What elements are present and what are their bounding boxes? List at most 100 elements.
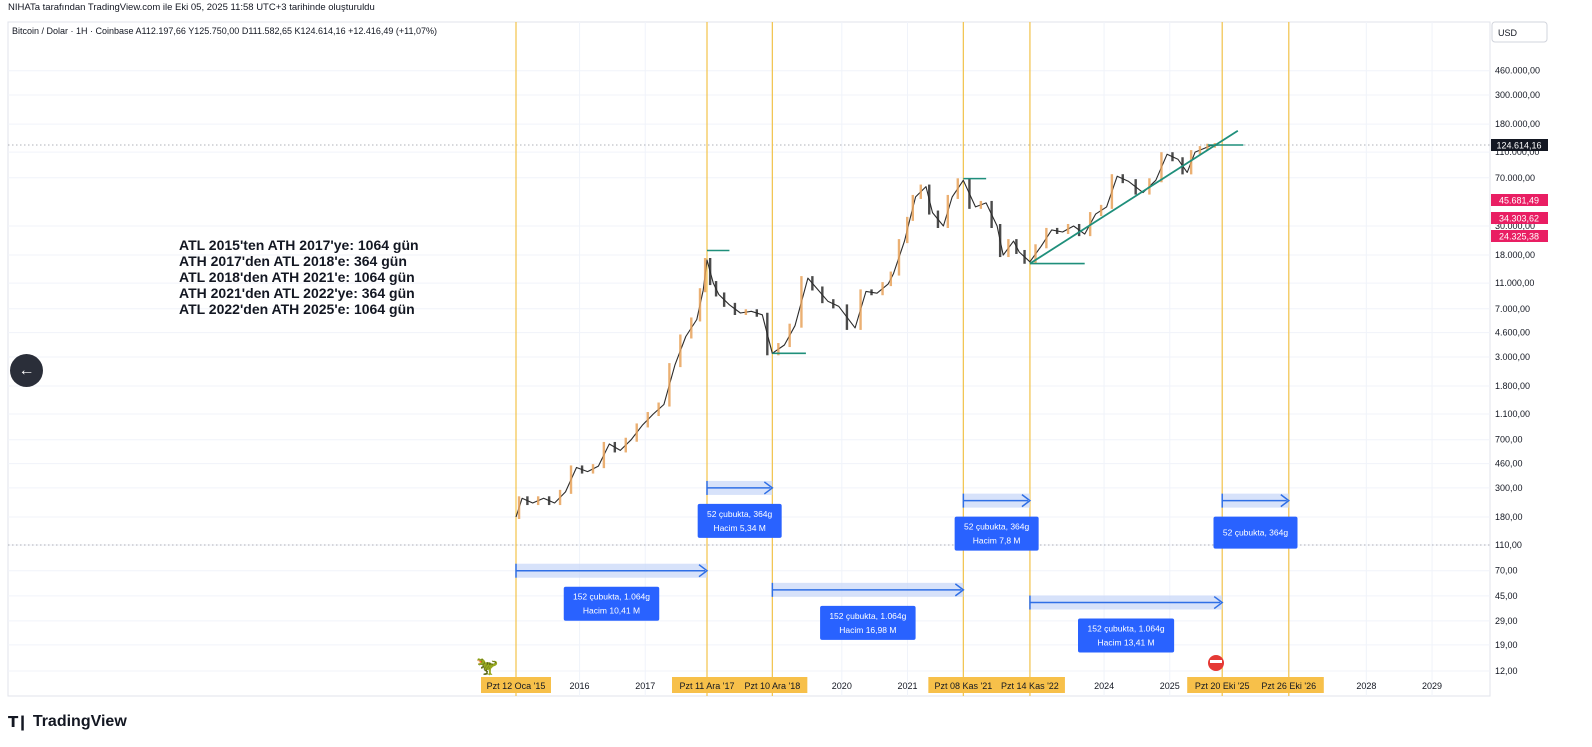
x-tick-label-12: Pzt 26 Eki '26 [1261, 681, 1316, 691]
measure-box-2 [820, 605, 916, 640]
y-tick-label: 180,00 [1495, 512, 1523, 522]
candle [1015, 239, 1018, 254]
y-tick-label: 11.000,00 [1495, 278, 1534, 288]
x-label-bg-12 [1253, 677, 1324, 693]
level-label-1: 34.303,62 [1499, 214, 1539, 224]
annotation-line-4: ATL 2022'den ATH 2025'e: 1064 gün [179, 301, 415, 317]
candle [788, 323, 791, 348]
measure-label-1: 52 çubukta, 364g [707, 509, 772, 519]
back-arrow-button[interactable]: ← [10, 354, 43, 387]
candle [536, 496, 540, 506]
x-tick-label-1: 2016 [570, 681, 590, 691]
caption: NIHATa tarafından TradingView.com ile Ek… [8, 2, 375, 13]
y-tick-label: 29,00 [1495, 616, 1518, 626]
candle [657, 402, 660, 417]
currency-label: USD [1498, 28, 1518, 38]
annotation-line-2: ATL 2018'den ATH 2021'e: 1064 gün [179, 269, 415, 285]
measure-volume-1: Hacim 5,34 M [713, 523, 765, 533]
candle [646, 412, 649, 428]
candle [722, 292, 726, 307]
candle [936, 210, 940, 228]
candle [1077, 223, 1081, 237]
candle [1110, 174, 1114, 209]
arrow-left-icon: ← [18, 361, 35, 379]
currency-selector[interactable] [1491, 21, 1548, 43]
measure-arrowhead-4 [1213, 595, 1224, 610]
x-tick-label-10: 2025 [1160, 681, 1180, 691]
y-tick-label: 4.600,00 [1495, 328, 1530, 338]
candle [624, 437, 627, 453]
candle [1099, 204, 1103, 217]
candle [613, 441, 617, 453]
dino-icon: 🦖 [476, 656, 498, 676]
x-label-bg-8 [994, 677, 1065, 693]
candle [998, 223, 1002, 258]
measure-volume-2: Hacim 16,98 M [839, 625, 896, 635]
candle [906, 216, 909, 244]
level-label-0: 45.681,49 [1499, 196, 1539, 206]
candle [591, 464, 595, 474]
y-tick-label: 300.000,00 [1495, 90, 1540, 100]
candle [1007, 239, 1010, 258]
measure-arrowhead-5 [1280, 494, 1291, 508]
last-price-label: 124.614,16 [1496, 141, 1541, 151]
x-label-bg-11 [1187, 677, 1258, 693]
candle [897, 239, 901, 276]
candle [979, 200, 983, 209]
candle [569, 465, 573, 494]
candle [1121, 174, 1124, 184]
candle [668, 363, 671, 407]
last-price-tag [1491, 139, 1548, 151]
measure-label-3: 52 çubukta, 364g [964, 522, 1029, 532]
y-tick-label: 460.000,00 [1495, 66, 1540, 76]
candle [919, 184, 922, 199]
x-tick-label-9: 2024 [1094, 681, 1114, 691]
x-tick-label-8: Pzt 14 Kas '22 [1001, 681, 1059, 691]
annotation-line-0: ATL 2015'ten ATH 2017'ye: 1064 gün [179, 237, 419, 253]
measure-box-5 [1213, 516, 1298, 549]
x-label-bg-7 [928, 677, 999, 693]
candle [1045, 227, 1048, 249]
candle [946, 194, 950, 228]
candle [821, 286, 824, 304]
x-tick-label-5: 2020 [832, 681, 852, 691]
y-tick-label: 70,00 [1495, 566, 1518, 576]
x-label-bg-0 [481, 677, 551, 693]
symbol-info: Bitcoin / Dolar · 1H · Coinbase A112.197… [12, 26, 437, 36]
measure-box-4 [1078, 618, 1175, 653]
x-tick-label-11: Pzt 20 Eki '25 [1195, 681, 1250, 691]
candle [870, 289, 873, 296]
y-tick-label: 1.800,00 [1495, 381, 1530, 391]
candle [911, 194, 915, 221]
x-tick-label-4: Pzt 10 Ara '18 [744, 681, 800, 691]
y-tick-label: 12,00 [1495, 666, 1518, 676]
measure-volume-0: Hacim 10,41 M [583, 606, 640, 616]
y-tick-label: 30.000,00 [1495, 221, 1535, 231]
annotation-line-1: ATH 2017'den ATL 2018'e: 364 gün [179, 253, 407, 269]
level-label-2: 24.325,38 [1499, 232, 1539, 242]
candle [777, 343, 780, 356]
measure-box-3 [954, 516, 1039, 551]
y-tick-label: 45,00 [1495, 591, 1518, 601]
candle [526, 496, 529, 506]
y-tick-label: 1.100,00 [1495, 409, 1530, 419]
x-tick-label-14: 2029 [1422, 681, 1442, 691]
measure-arrowhead-0 [698, 564, 709, 578]
measure-arrowhead-3 [1021, 494, 1032, 508]
candle [990, 200, 993, 228]
candle [811, 276, 814, 291]
candle [1023, 249, 1026, 264]
x-tick-label-2: 2017 [635, 681, 655, 691]
y-tick-label: 700,00 [1495, 435, 1523, 445]
y-tick-label: 110.000,00 [1495, 147, 1539, 157]
y-tick-label: 70.000,00 [1495, 173, 1535, 183]
measure-volume-3: Hacim 7,8 M [973, 536, 1021, 546]
candle [1034, 244, 1037, 264]
candle [1189, 150, 1193, 175]
candle [679, 334, 682, 368]
tradingview-logo[interactable]: 𝗧❙ TradingView [8, 712, 127, 732]
candle [698, 288, 702, 322]
x-tick-label-6: 2021 [897, 681, 917, 691]
candle [1055, 227, 1059, 234]
